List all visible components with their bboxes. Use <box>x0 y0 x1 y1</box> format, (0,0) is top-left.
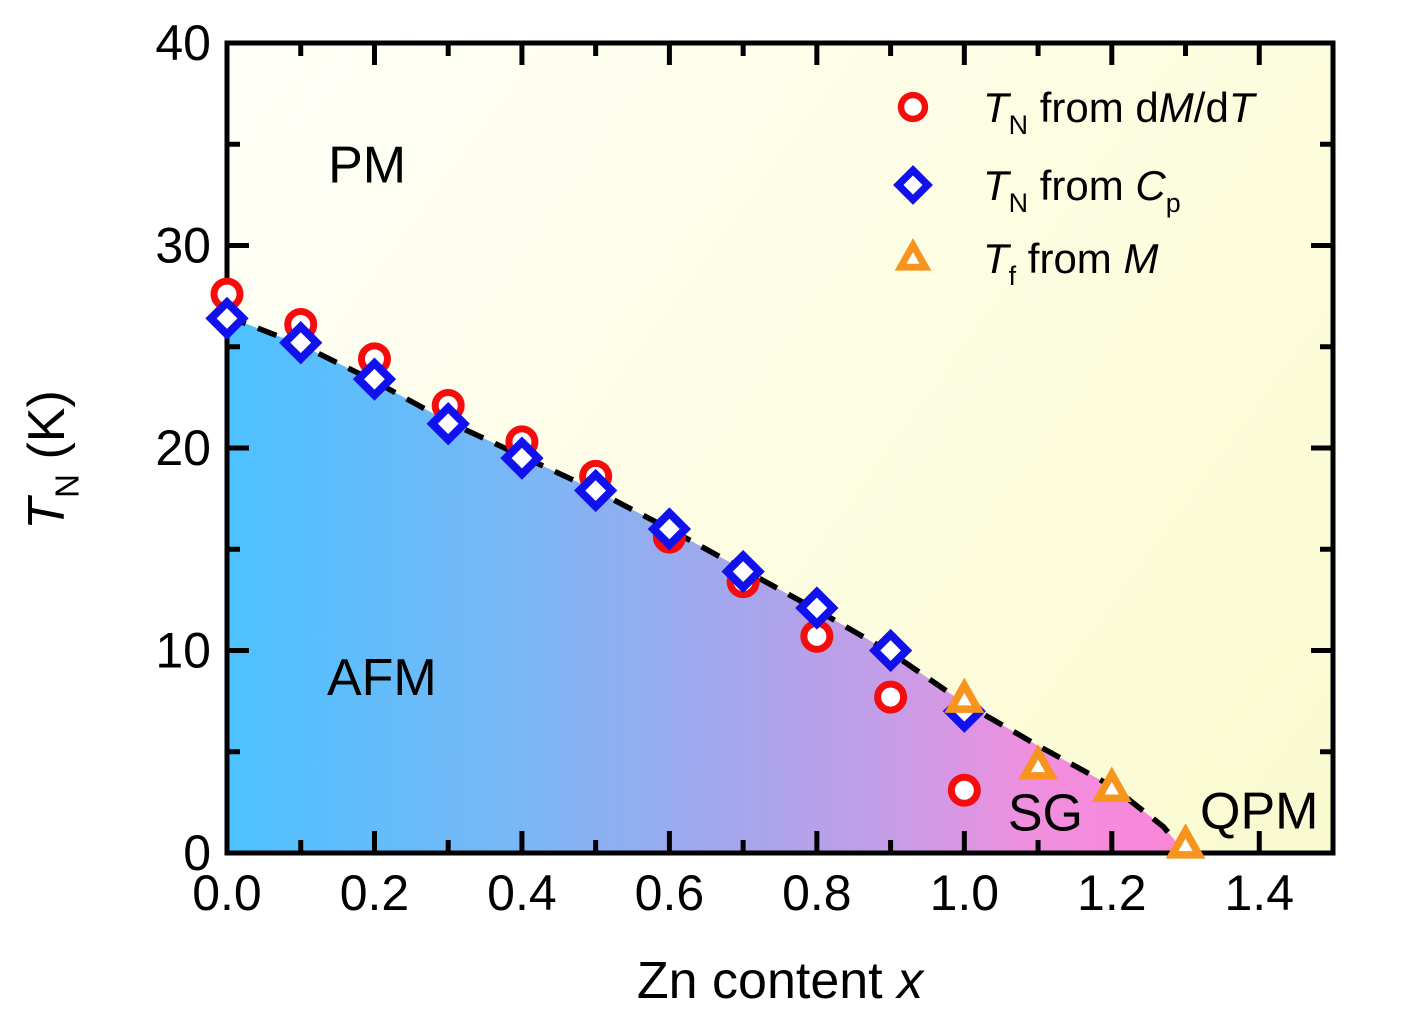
diamond-marker <box>500 436 544 480</box>
x-tick-label: 1.0 <box>930 865 1000 921</box>
diamond-marker <box>868 628 913 673</box>
x-tick-label: 0.4 <box>487 865 557 921</box>
series-tf-m <box>944 677 1206 859</box>
axis-ticks <box>227 43 1333 853</box>
x-tick-label: 0.2 <box>340 865 410 921</box>
diamond-marker <box>205 296 249 341</box>
region-label-sg: SG <box>1008 785 1083 843</box>
circle-marker <box>874 680 908 714</box>
diamond-marker <box>279 321 323 365</box>
diamond-marker <box>647 507 692 551</box>
axis-titles: Zn content x TN (K) <box>18 390 925 1010</box>
circle-marker <box>947 773 981 807</box>
legend-circle-icon <box>897 91 929 123</box>
legend-triangle-icon <box>894 238 932 271</box>
y-tick-label: 0 <box>183 825 211 881</box>
data-markers <box>205 277 1206 859</box>
diamond-marker <box>352 357 397 401</box>
diamond-marker <box>721 549 765 594</box>
legend-label-tn-cp: TN from Cp <box>983 162 1181 218</box>
diamond-marker <box>426 402 470 446</box>
legend-label-tf-m: Tf from M <box>983 235 1158 291</box>
legend-diamond-icon <box>893 165 933 205</box>
x-axis-title: Zn content x <box>637 952 925 1010</box>
triangle-marker <box>1165 823 1206 859</box>
region-labels: PM AFM SG QPM <box>327 137 1319 843</box>
axis-tick-labels: 0.0 0.2 0.4 0.6 0.8 1.0 1.2 1.4 0 10 20 30 40 <box>155 15 1294 921</box>
legend-item-tn-cp: TN from Cp <box>893 162 1181 218</box>
diamond-marker <box>795 586 839 630</box>
y-tick-label: 40 <box>155 15 211 71</box>
region-label-pm: PM <box>328 137 406 195</box>
legend-item-tn-dmdt: TN from dM/dT <box>897 84 1258 140</box>
y-tick-label: 20 <box>155 420 211 476</box>
triangle-marker <box>944 677 985 713</box>
legend-item-tf-m: Tf from M <box>894 235 1158 291</box>
x-tick-label: 0.8 <box>782 865 852 921</box>
region-label-afm: AFM <box>327 649 437 707</box>
triangle-marker <box>1018 744 1058 780</box>
afm-region-fill <box>227 316 1186 853</box>
x-tick-label: 1.4 <box>1225 865 1295 921</box>
diamond-marker <box>574 468 618 513</box>
x-tick-label: 1.2 <box>1077 865 1147 921</box>
legend: TN from dM/dT TN from Cp Tf from M <box>893 84 1258 291</box>
triangle-marker <box>1091 766 1132 802</box>
y-tick-label: 30 <box>155 218 211 274</box>
legend-label-tn-dmdt: TN from dM/dT <box>983 84 1258 140</box>
x-tick-label: 0.0 <box>192 865 262 921</box>
region-label-qpm: QPM <box>1200 782 1318 840</box>
x-tick-label: 0.6 <box>635 865 705 921</box>
plot-frame <box>224 40 1336 856</box>
y-axis-title: TN (K) <box>18 390 87 530</box>
y-tick-label: 10 <box>155 623 211 679</box>
